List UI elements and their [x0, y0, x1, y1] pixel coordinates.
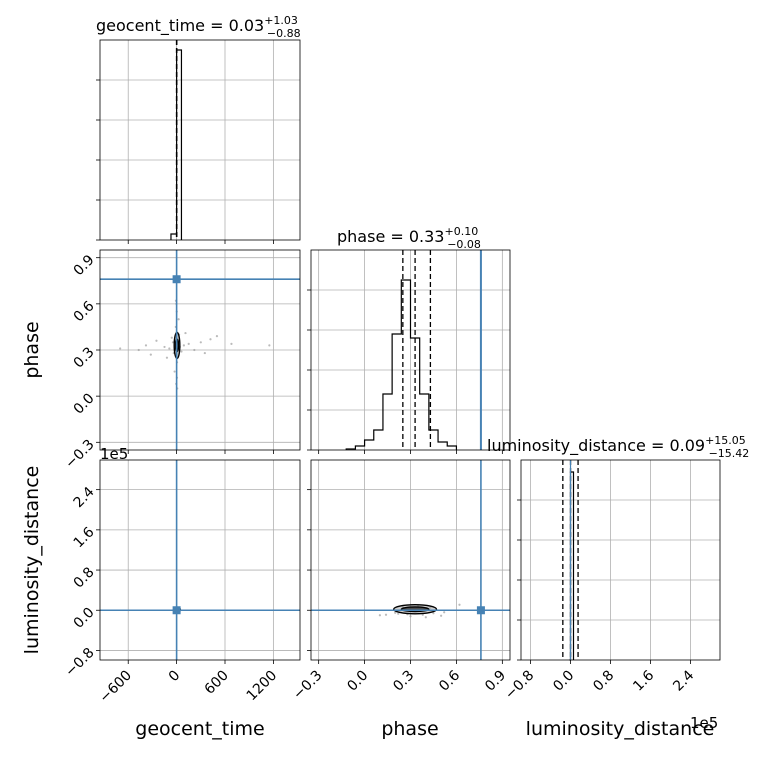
histogram-step — [170, 49, 183, 240]
tick-label: 0.9 — [71, 252, 98, 279]
tick-label: 1.6 — [630, 667, 657, 694]
panel-content — [311, 460, 510, 660]
title-luminosity-distance: luminosity_distance = 0.09+15.05 −15.42 — [487, 434, 749, 460]
tick-label: −0.3 — [62, 437, 97, 472]
histogram-step — [345, 279, 458, 450]
sample-point — [397, 612, 400, 615]
tick-label: 0.6 — [71, 298, 98, 325]
panel-lumdist-vs-phase: −0.3 0.0 0.3 0.6 0.9 — [290, 459, 511, 703]
tick-label: 0.8 — [71, 564, 98, 591]
sample-point — [119, 347, 122, 350]
sample-point — [193, 348, 196, 352]
tick-label: −600 — [97, 668, 136, 707]
ylabel-luminosity-distance: luminosity_distance — [21, 466, 43, 655]
panel-lumdist-hist: −0.8 0.0 0.8 1.6 2.4 — [502, 459, 721, 703]
sample-point — [187, 342, 190, 345]
offset-label-lumdist-row: 1e5 — [100, 445, 128, 463]
title-phase: phase = 0.33+0.10 −0.08 — [337, 225, 481, 251]
sample-point — [384, 613, 388, 616]
title-geocent-time: geocent_time = 0.03+1.03 −0.88 — [96, 14, 301, 40]
tick-label: 600 — [202, 668, 232, 698]
truth-marker — [476, 606, 485, 615]
sample-point — [432, 612, 435, 615]
tick-label: 1.6 — [71, 524, 98, 551]
axes-frame — [310, 459, 511, 661]
truth-marker — [172, 606, 181, 615]
sample-point — [378, 614, 381, 617]
tick-label: 1200 — [244, 668, 281, 705]
tick-label: 2.4 — [670, 667, 697, 694]
axes-frame — [99, 459, 301, 661]
tick-label: 0.3 — [71, 344, 98, 371]
tick-label: 2.4 — [71, 484, 98, 511]
sample-point — [184, 331, 187, 335]
tick-label: −0.8 — [62, 645, 97, 680]
sample-point — [182, 344, 185, 347]
panel-lumdist-vs-geocent-time: −600 0 600 1200 −0.8 0.0 0.8 1.6 2.4 — [62, 459, 301, 707]
sample-point — [165, 356, 169, 359]
axes-frame — [99, 249, 301, 451]
sample-point — [163, 345, 166, 349]
sample-point — [144, 344, 148, 347]
ylabel-phase: phase — [21, 321, 43, 378]
panel-phase-hist — [307, 249, 511, 454]
xlabel-geocent-time: geocent_time — [135, 718, 264, 740]
panel-content — [100, 460, 300, 660]
sample-point — [230, 342, 233, 345]
sample-point — [443, 611, 446, 614]
sample-point — [170, 336, 173, 339]
sample-point — [458, 603, 461, 606]
panel-phase-vs-geocent-time: −0.3 0.0 0.3 0.6 0.9 — [62, 249, 301, 472]
sample-point — [440, 614, 443, 617]
tick-label: 0.0 — [71, 390, 98, 417]
sample-point — [137, 348, 140, 352]
axes-frame — [520, 459, 721, 661]
sample-point — [424, 616, 427, 619]
sample-point — [177, 318, 180, 321]
sample-point — [394, 611, 397, 614]
sample-point — [268, 344, 271, 347]
tick-label: 0.3 — [390, 668, 417, 695]
tick-label: 0.0 — [71, 605, 98, 632]
xlabel-phase: phase — [381, 718, 438, 740]
sample-point — [209, 338, 212, 341]
panel-content — [100, 250, 300, 450]
sample-point — [199, 341, 202, 344]
truth-marker — [172, 275, 181, 284]
sample-point — [149, 353, 152, 356]
tick-label: 0.6 — [436, 667, 463, 694]
offset-label-lumdist-col: 1e5 — [690, 714, 718, 732]
axes-frame — [99, 39, 301, 241]
sample-point — [409, 615, 412, 618]
sample-point — [180, 350, 183, 353]
tick-label: 0 — [166, 668, 184, 686]
sample-point — [155, 339, 158, 342]
axes-frame — [310, 249, 511, 451]
sample-point — [203, 351, 206, 355]
tick-label: 0.0 — [550, 668, 577, 695]
tick-label: −0.3 — [290, 668, 325, 703]
tick-label: 0.8 — [590, 668, 617, 695]
sample-point — [215, 335, 219, 338]
tick-label: 0.0 — [344, 668, 371, 695]
panel-geocent-time-hist — [96, 39, 301, 244]
xlabel-luminosity-distance: luminosity_distance — [526, 718, 715, 740]
sample-point — [173, 370, 176, 373]
tick-label: −0.8 — [502, 668, 537, 703]
sample-point — [168, 347, 171, 350]
